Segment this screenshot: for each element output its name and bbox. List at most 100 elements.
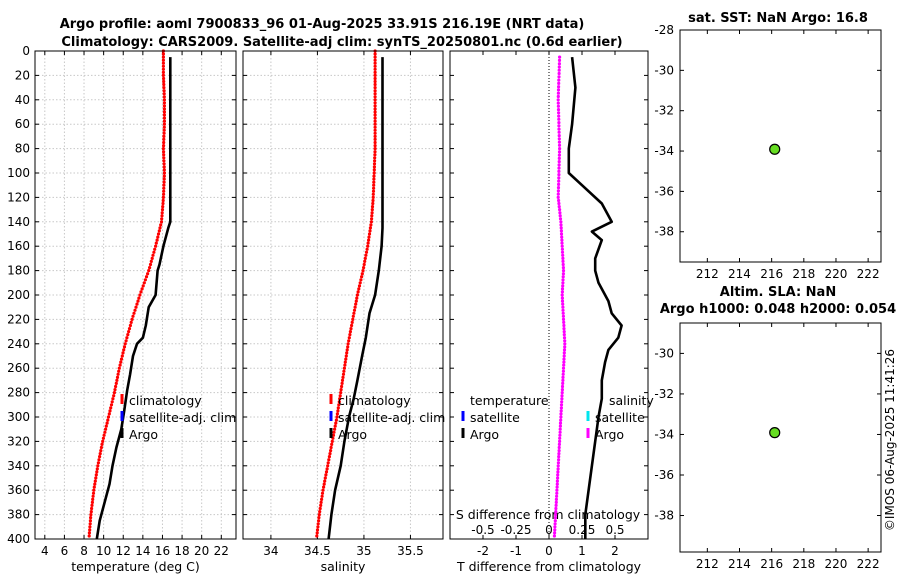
x-tick-label: 18 bbox=[174, 544, 189, 558]
series-climatology-dot bbox=[329, 445, 333, 450]
series-climatology-dot bbox=[161, 201, 165, 206]
series-climatology-dot bbox=[162, 110, 166, 114]
series-climatology-dot bbox=[162, 153, 166, 157]
series-climatology-dot bbox=[372, 180, 376, 184]
series-climatology-dot bbox=[160, 214, 164, 218]
series-s-difference bbox=[552, 55, 567, 538]
series-climatology-dot bbox=[342, 366, 346, 370]
series-climatology-dot bbox=[162, 116, 166, 120]
series-climatology-dot bbox=[156, 232, 161, 236]
series-climatology-dot bbox=[323, 479, 327, 483]
series-climatology-dot bbox=[373, 159, 377, 163]
series-climatology-dot bbox=[96, 464, 100, 468]
x-tick-label: 35 bbox=[356, 544, 371, 558]
y-tick-label: 60 bbox=[15, 117, 30, 131]
series-climatology-dot bbox=[114, 384, 118, 389]
difference-panel: -2 -1 0 1 2 -0.5 -0.25 0 0.25 0.5S difference fro… bbox=[449, 50, 654, 574]
series-climatology-dot bbox=[351, 314, 355, 318]
series-s-difference-dot bbox=[554, 500, 558, 504]
series-climatology-dot bbox=[94, 476, 98, 480]
series-s-difference-dot bbox=[553, 525, 557, 529]
series-climatology-dot bbox=[94, 473, 98, 477]
x-tick-label: 220 bbox=[825, 267, 848, 281]
y-tick-label: 160 bbox=[7, 239, 30, 253]
top-x-tick-label: -0.5 bbox=[471, 523, 494, 537]
x-tick-label: 34.5 bbox=[304, 544, 331, 558]
series-s-difference-dot bbox=[562, 357, 566, 361]
series-climatology-dot bbox=[96, 461, 100, 465]
series-climatology-dot bbox=[125, 336, 129, 340]
series-climatology bbox=[315, 49, 377, 538]
series-climatology-dot bbox=[162, 86, 166, 90]
series-climatology-dot bbox=[349, 327, 353, 331]
y-tick-label: 80 bbox=[15, 142, 30, 156]
legend-entry: Argo bbox=[338, 427, 367, 442]
series-climatology-dot bbox=[373, 92, 377, 96]
series-s-difference-dot bbox=[559, 409, 563, 413]
series-climatology-dot bbox=[127, 330, 131, 334]
legend-entry: satellite-adj. clim bbox=[129, 410, 236, 425]
y-tick-label: 180 bbox=[7, 264, 30, 278]
series-climatology-dot bbox=[339, 388, 343, 392]
series-climatology-dot bbox=[106, 415, 111, 419]
series-climatology-dot bbox=[90, 500, 94, 504]
series-s-difference-dot bbox=[557, 143, 562, 147]
series-climatology-dot bbox=[162, 177, 166, 181]
series-climatology-dot bbox=[316, 525, 320, 529]
series-s-difference-dot bbox=[557, 150, 562, 154]
series-climatology-dot bbox=[162, 101, 166, 105]
series-s-difference-dot bbox=[560, 290, 565, 294]
series-climatology-dot bbox=[109, 406, 113, 410]
series-s-difference-dot bbox=[557, 68, 561, 72]
series-climatology-dot bbox=[330, 442, 334, 446]
series-climatology-dot bbox=[152, 250, 156, 254]
series-climatology-dot bbox=[345, 351, 349, 355]
series-climatology-dot bbox=[373, 128, 377, 132]
series-climatology-dot bbox=[347, 339, 351, 343]
series-climatology-dot bbox=[162, 122, 166, 126]
x-tick-label: 218 bbox=[792, 267, 815, 281]
series-climatology-dot bbox=[346, 345, 350, 349]
series-climatology-dot bbox=[341, 372, 346, 376]
x-tick-label: 14 bbox=[135, 544, 150, 558]
series-climatology-dot bbox=[354, 299, 358, 303]
series-s-difference-dot bbox=[562, 323, 566, 328]
x-axis-label: temperature (deg C) bbox=[71, 559, 200, 574]
series-s-difference-dot bbox=[556, 98, 560, 102]
x-tick-label: 2 bbox=[611, 544, 619, 558]
series-s-difference-dot bbox=[558, 430, 562, 434]
series-climatology-dot bbox=[162, 192, 166, 196]
series-climatology-dot bbox=[359, 278, 363, 282]
series-climatology-dot bbox=[343, 360, 347, 364]
series-climatology-dot bbox=[95, 467, 99, 471]
series-climatology-dot bbox=[131, 314, 135, 318]
series-climatology-dot bbox=[373, 73, 377, 77]
series-climatology-dot bbox=[344, 354, 348, 358]
series-climatology-dot bbox=[358, 281, 362, 285]
series-s-difference-dot bbox=[556, 91, 561, 95]
series-climatology-dot bbox=[337, 403, 341, 407]
map-title: Altim. SLA: NaN bbox=[720, 285, 836, 300]
series-s-difference-dot bbox=[561, 369, 566, 373]
series-climatology-dot bbox=[122, 345, 127, 349]
series-climatology-dot bbox=[365, 247, 369, 251]
axes-frame bbox=[242, 50, 444, 540]
series-climatology-dot bbox=[128, 323, 132, 328]
series-climatology-dot bbox=[162, 104, 166, 108]
series-climatology-dot bbox=[162, 79, 166, 84]
y-tick-label: 300 bbox=[7, 410, 30, 424]
series-s-difference-dot bbox=[557, 130, 561, 134]
series-climatology-dot bbox=[373, 150, 377, 154]
series-s-difference-dot bbox=[560, 235, 564, 239]
series-climatology-dot bbox=[120, 354, 124, 358]
series-s-difference-dot bbox=[561, 302, 565, 306]
series-s-difference-dot bbox=[556, 94, 560, 99]
series-s-difference-dot bbox=[558, 421, 563, 425]
series-climatology-dot bbox=[373, 101, 377, 105]
series-argo bbox=[95, 57, 172, 540]
series-s-difference-dot bbox=[556, 470, 560, 474]
series-s-difference-dot bbox=[557, 442, 562, 446]
series-s-difference-dot bbox=[556, 467, 560, 471]
series-climatology-dot bbox=[162, 183, 166, 187]
series-climatology-dot bbox=[364, 253, 368, 257]
